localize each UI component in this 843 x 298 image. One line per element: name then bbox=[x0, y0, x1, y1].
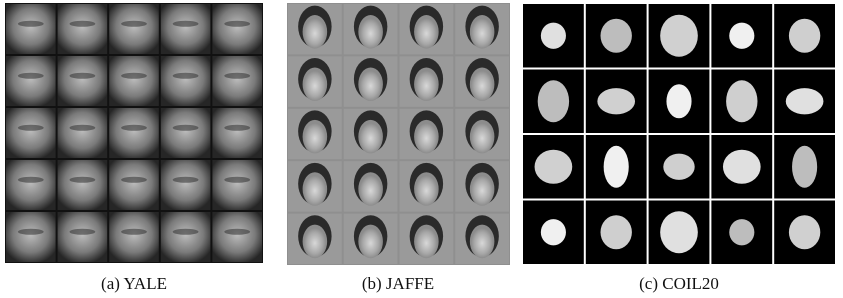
object bbox=[726, 80, 757, 122]
face-image bbox=[109, 212, 159, 262]
face-image bbox=[161, 108, 211, 158]
face-image bbox=[161, 160, 211, 210]
face bbox=[470, 15, 495, 49]
face-eyes bbox=[70, 73, 96, 79]
face-eyes bbox=[224, 125, 250, 131]
face bbox=[414, 225, 439, 259]
face bbox=[303, 120, 328, 154]
object bbox=[535, 150, 573, 184]
face-image bbox=[58, 4, 108, 54]
figure: (a) YALE (b) JAFFE (c) COIL20 bbox=[0, 0, 843, 298]
object bbox=[666, 84, 691, 118]
face-eyes bbox=[173, 125, 199, 131]
face-image bbox=[6, 108, 56, 158]
face-image bbox=[109, 4, 159, 54]
face-image bbox=[161, 212, 211, 262]
face-image bbox=[6, 56, 56, 106]
face-eyes bbox=[70, 229, 96, 235]
face-eyes bbox=[224, 73, 250, 79]
face-eyes bbox=[224, 229, 250, 235]
face-eyes bbox=[18, 229, 44, 235]
face-eyes bbox=[121, 125, 147, 131]
face-image bbox=[6, 160, 56, 210]
face-image bbox=[58, 212, 108, 262]
object bbox=[660, 211, 698, 253]
face-image bbox=[161, 4, 211, 54]
face-eyes bbox=[173, 21, 199, 27]
face-eyes bbox=[173, 73, 199, 79]
face-eyes bbox=[224, 177, 250, 183]
face-image bbox=[212, 56, 262, 106]
face-image bbox=[6, 4, 56, 54]
object bbox=[663, 154, 694, 180]
face bbox=[358, 172, 383, 206]
caption: (a) YALE bbox=[101, 274, 167, 293]
face bbox=[414, 120, 439, 154]
object bbox=[604, 146, 629, 188]
object bbox=[729, 219, 754, 245]
face-image bbox=[212, 4, 262, 54]
object bbox=[597, 88, 635, 114]
face bbox=[303, 15, 328, 49]
face-image bbox=[212, 212, 262, 262]
face-eyes bbox=[173, 229, 199, 235]
page: (a) YALE (b) JAFFE (c) COIL20 (() => { c… bbox=[0, 0, 843, 298]
face bbox=[470, 67, 495, 101]
object bbox=[789, 215, 820, 249]
object bbox=[786, 88, 824, 114]
face bbox=[414, 67, 439, 101]
face bbox=[470, 120, 495, 154]
face bbox=[470, 172, 495, 206]
object bbox=[541, 219, 566, 245]
face-eyes bbox=[70, 21, 96, 27]
object bbox=[601, 19, 632, 53]
face-eyes bbox=[121, 229, 147, 235]
object bbox=[792, 146, 817, 188]
face-image bbox=[58, 56, 108, 106]
face-image bbox=[58, 108, 108, 158]
face-image bbox=[58, 160, 108, 210]
face bbox=[358, 15, 383, 49]
face-image bbox=[161, 56, 211, 106]
object bbox=[541, 23, 566, 49]
object bbox=[723, 150, 761, 184]
face-eyes bbox=[121, 177, 147, 183]
face-image bbox=[212, 160, 262, 210]
face bbox=[470, 225, 495, 259]
face-image bbox=[109, 56, 159, 106]
face bbox=[358, 67, 383, 101]
face-eyes bbox=[18, 21, 44, 27]
face-eyes bbox=[173, 177, 199, 183]
object bbox=[660, 15, 698, 57]
caption: (c) COIL20 bbox=[639, 274, 719, 293]
face-image bbox=[109, 160, 159, 210]
face bbox=[303, 172, 328, 206]
face bbox=[303, 67, 328, 101]
face-eyes bbox=[18, 73, 44, 79]
face-image bbox=[109, 108, 159, 158]
object bbox=[601, 215, 632, 249]
face-eyes bbox=[121, 73, 147, 79]
face bbox=[358, 120, 383, 154]
caption: (b) JAFFE bbox=[362, 274, 434, 293]
face-eyes bbox=[18, 177, 44, 183]
face bbox=[358, 225, 383, 259]
face-image bbox=[6, 212, 56, 262]
face bbox=[303, 225, 328, 259]
object bbox=[789, 19, 820, 53]
face-eyes bbox=[224, 21, 250, 27]
face-eyes bbox=[70, 125, 96, 131]
face-eyes bbox=[18, 125, 44, 131]
face-image bbox=[212, 108, 262, 158]
object bbox=[729, 23, 754, 49]
face bbox=[414, 15, 439, 49]
face-eyes bbox=[121, 21, 147, 27]
object bbox=[538, 80, 569, 122]
face bbox=[414, 172, 439, 206]
face-eyes bbox=[70, 177, 96, 183]
